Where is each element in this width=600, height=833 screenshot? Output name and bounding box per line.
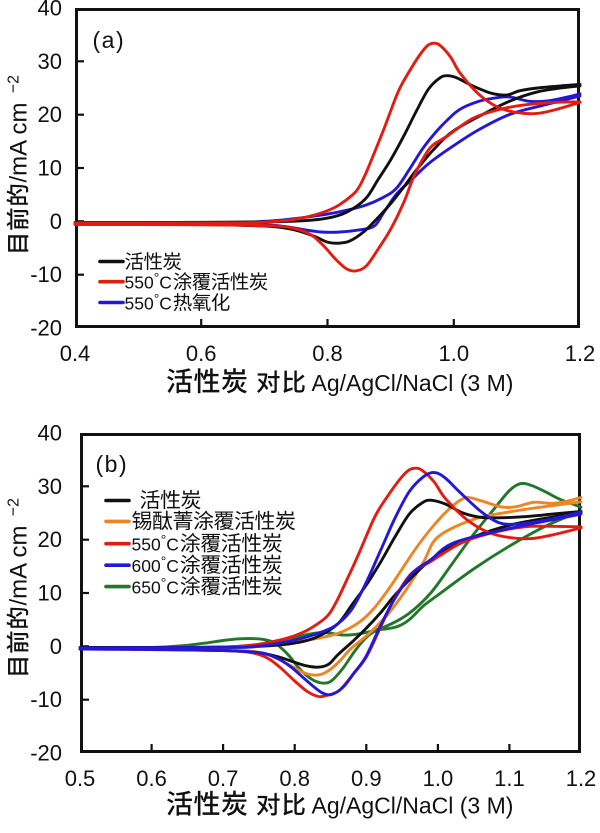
svg-text:550: 550	[125, 294, 154, 314]
svg-text:-20: -20	[30, 316, 62, 341]
svg-text:°: °	[161, 532, 167, 548]
svg-text:-10: -10	[30, 262, 62, 287]
svg-text:°: °	[161, 575, 167, 591]
svg-text:C: C	[166, 556, 179, 576]
svg-text:C: C	[159, 273, 172, 293]
svg-text:C: C	[166, 578, 179, 598]
svg-text:10: 10	[38, 581, 62, 606]
svg-text:0.5: 0.5	[65, 766, 96, 791]
svg-text:0.9: 0.9	[351, 766, 382, 791]
svg-text:550: 550	[132, 535, 161, 555]
svg-text:1.2: 1.2	[565, 341, 596, 366]
svg-text:−2: −2	[6, 498, 23, 516]
svg-text:20: 20	[38, 527, 62, 552]
svg-text:/mA cm: /mA cm	[6, 525, 33, 605]
svg-text:0: 0	[50, 209, 62, 234]
svg-text:0.4: 0.4	[60, 341, 91, 366]
svg-text:Ag/AgCl/NaCl (3 M): Ag/AgCl/NaCl (3 M)	[312, 370, 514, 396]
svg-text:/mA cm: /mA cm	[6, 102, 33, 182]
svg-text:0.8: 0.8	[279, 766, 310, 791]
svg-text:20: 20	[38, 102, 62, 127]
svg-text:0.8: 0.8	[312, 341, 343, 366]
svg-text:0: 0	[50, 634, 62, 659]
svg-text:1.0: 1.0	[439, 341, 470, 366]
svg-text:-10: -10	[30, 687, 62, 712]
svg-text:10: 10	[38, 156, 62, 181]
svg-text:550: 550	[125, 273, 154, 293]
svg-text:30: 30	[38, 49, 62, 74]
svg-text:30: 30	[38, 474, 62, 499]
svg-text:40: 40	[38, 0, 62, 21]
svg-text:650: 650	[132, 578, 161, 598]
svg-text:0.7: 0.7	[208, 766, 239, 791]
svg-text:(b): (b)	[96, 451, 129, 477]
svg-text:1.2: 1.2	[566, 766, 597, 791]
svg-text:C: C	[159, 294, 172, 314]
svg-text:-20: -20	[30, 741, 62, 766]
svg-text:1.0: 1.0	[423, 766, 454, 791]
svg-text:C: C	[166, 535, 179, 555]
svg-text:°: °	[161, 553, 167, 569]
svg-text:600: 600	[132, 556, 161, 576]
svg-text:0.6: 0.6	[136, 766, 167, 791]
svg-text:−2: −2	[6, 75, 23, 93]
svg-text:0.6: 0.6	[186, 341, 217, 366]
svg-text:1.1: 1.1	[494, 766, 525, 791]
svg-text:°: °	[154, 291, 160, 307]
svg-text:°: °	[154, 270, 160, 286]
svg-text:Ag/AgCl/NaCl (3 M): Ag/AgCl/NaCl (3 M)	[312, 793, 514, 819]
svg-text:40: 40	[38, 421, 62, 446]
svg-text:(a): (a)	[93, 27, 126, 53]
